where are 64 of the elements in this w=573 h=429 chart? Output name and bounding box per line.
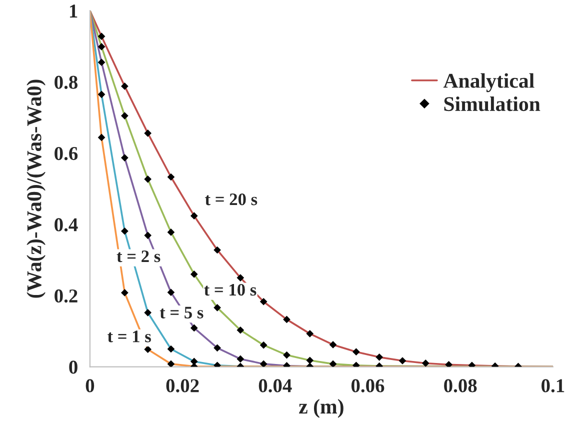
x-tick-label: 0.06 [351, 379, 384, 392]
point [352, 348, 360, 356]
point [190, 324, 198, 332]
point [98, 90, 106, 98]
point [167, 173, 175, 181]
point [306, 356, 314, 364]
annotation: t = 20 s [205, 193, 258, 206]
y-tick-label: 0.6 [54, 146, 78, 160]
point [445, 360, 452, 367]
x-tick-label: 0.08 [444, 379, 477, 392]
point [260, 298, 268, 306]
point [283, 351, 290, 359]
point [121, 227, 128, 235]
point [121, 289, 128, 296]
point [98, 32, 106, 40]
point [144, 309, 152, 316]
point [329, 341, 337, 348]
point [260, 341, 268, 349]
point [144, 346, 152, 354]
x-axis-title: z (m) [299, 399, 344, 418]
point [283, 316, 290, 324]
point [422, 360, 430, 367]
point [214, 246, 221, 254]
point [121, 154, 128, 162]
point [167, 360, 175, 367]
x-tick-label: 0.1 [542, 379, 564, 392]
point [121, 112, 128, 120]
point [306, 330, 314, 338]
point [167, 345, 175, 353]
point [376, 354, 383, 361]
annotation: t = 1 s [108, 330, 151, 342]
y-tick-label: 0.4 [54, 218, 78, 232]
point [167, 288, 175, 296]
x-tick-label: 0 [86, 379, 94, 392]
point [329, 360, 337, 367]
point [98, 43, 106, 50]
y-tick-label: 1 [70, 4, 78, 18]
annotation: t = 5 s [160, 306, 204, 318]
point [398, 357, 406, 364]
point [236, 326, 244, 334]
x-tick-label: 0.04 [258, 379, 292, 392]
point [236, 355, 244, 363]
point [144, 130, 152, 137]
point [260, 360, 268, 367]
y-tick-label: 0.2 [54, 289, 78, 303]
point [190, 270, 198, 278]
point [214, 344, 221, 352]
legend-label: Analytical [443, 73, 534, 92]
y-tick-label: 0 [69, 360, 78, 374]
x-tick-label: 0.02 [166, 379, 199, 392]
y-axis-title: (Wa(z)-Wa0)/(Was-Wa0) [26, 80, 46, 298]
point [214, 304, 221, 312]
point [167, 228, 175, 236]
y-tick-label: 0.8 [54, 76, 78, 89]
legend-label: Simulation [444, 96, 540, 112]
point [144, 175, 152, 183]
point [190, 212, 198, 220]
point [121, 82, 128, 90]
point [98, 134, 106, 142]
annotation: t = 10 s [204, 284, 256, 296]
point [144, 232, 152, 240]
annotation: t = 2 s [116, 250, 160, 262]
point [98, 58, 106, 66]
point [236, 274, 244, 282]
